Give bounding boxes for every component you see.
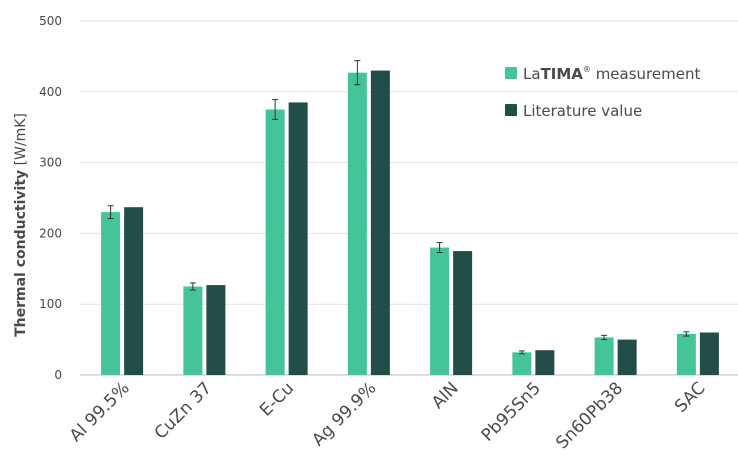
bar-measurement-3 bbox=[347, 72, 367, 376]
legend-label-measurement: LaTIMA® measurement bbox=[523, 65, 700, 83]
bar-literature-3 bbox=[370, 70, 390, 375]
error-bars bbox=[107, 60, 690, 355]
bar-literature-0 bbox=[124, 207, 144, 375]
bar-measurement-4 bbox=[430, 247, 450, 375]
legend: LaTIMA® measurement Literature value bbox=[505, 65, 700, 120]
x-tick-6: Sn60Pb38 bbox=[552, 378, 627, 453]
bar-measurement-6 bbox=[594, 337, 614, 375]
x-tick-1: CuZn 37 bbox=[151, 378, 216, 443]
y-axis-label-bold: Thermal conductivity bbox=[13, 170, 29, 337]
bar-literature-6 bbox=[617, 339, 637, 375]
y-axis-label: Thermal conductivity [W/mK] bbox=[13, 113, 29, 337]
x-tick-2: E-Cu bbox=[256, 378, 298, 420]
y-tick-labels: 0 100 200 300 400 500 bbox=[39, 14, 62, 382]
legend-swatch-measurement bbox=[505, 67, 517, 79]
legend-label-literature: Literature value bbox=[523, 102, 642, 120]
bar-measurement-1 bbox=[183, 286, 203, 375]
y-tick-0: 0 bbox=[54, 368, 62, 382]
legend-measurement-prefix: La bbox=[523, 65, 541, 83]
y-tick-200: 200 bbox=[39, 226, 62, 240]
y-tick-500: 500 bbox=[39, 14, 62, 28]
bar-literature-7 bbox=[699, 332, 719, 375]
bar-measurement-2 bbox=[265, 109, 285, 375]
y-tick-100: 100 bbox=[39, 297, 62, 311]
y-axis-label-unit: [W/mK] bbox=[13, 113, 29, 165]
x-tick-5: Pb95Sn5 bbox=[478, 378, 545, 445]
bar-literature-4 bbox=[453, 251, 473, 375]
bar-measurement-7 bbox=[676, 333, 696, 375]
x-tick-0: Al 99.5% bbox=[66, 378, 134, 446]
x-tick-3: Ag 99.9% bbox=[308, 378, 380, 450]
x-category-labels: Al 99.5% CuZn 37 E-Cu Ag 99.9% AlN Pb95Sn5 Sn6… bbox=[66, 378, 709, 453]
y-tick-300: 300 bbox=[39, 156, 62, 170]
legend-swatch-literature bbox=[505, 104, 517, 116]
x-tick-4: AlN bbox=[428, 378, 463, 413]
bar-measurement-0 bbox=[101, 212, 121, 375]
bar-measurement-5 bbox=[512, 352, 532, 375]
bar-literature-5 bbox=[535, 350, 555, 375]
legend-measurement-registered: ® bbox=[583, 65, 591, 74]
legend-measurement-suffix: measurement bbox=[591, 65, 701, 83]
bar-literature-2 bbox=[288, 102, 308, 376]
legend-measurement-brand: TIMA bbox=[541, 65, 584, 83]
bar-literature-1 bbox=[206, 285, 226, 375]
x-tick-7: SAC bbox=[671, 378, 709, 416]
bars bbox=[101, 70, 719, 376]
y-tick-400: 400 bbox=[39, 85, 62, 99]
